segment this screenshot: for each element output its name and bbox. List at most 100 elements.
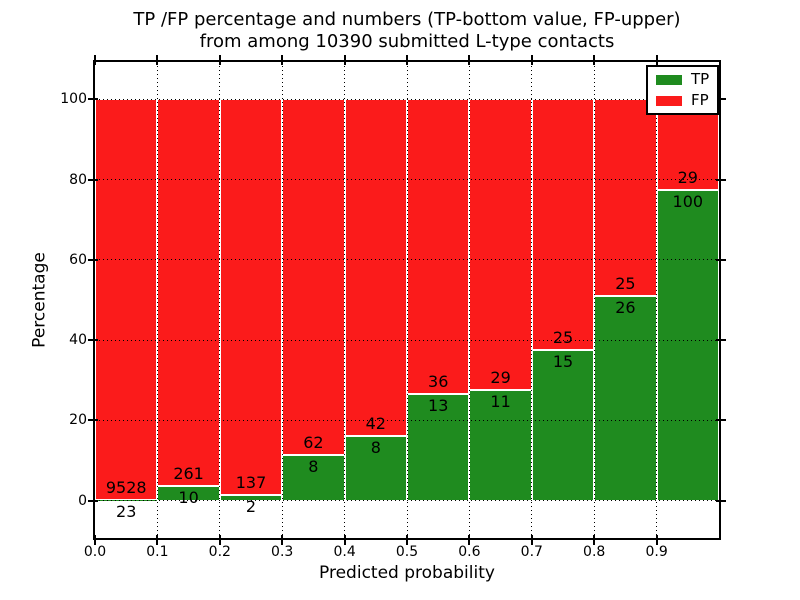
fp-count-label-0: 9528 [105, 477, 147, 497]
y-tick-label-0: 0 [78, 492, 87, 509]
fp-count-label-7: 25 [552, 328, 574, 348]
chart-title-line-2: from among 10390 submitted L-type contac… [199, 31, 615, 52]
legend-swatch-TP [656, 74, 682, 85]
tp-count-label-0: 23 [116, 501, 137, 521]
x-tick-bottom-0.4 [343, 535, 346, 545]
bar-segment-tp-5 [407, 394, 470, 501]
x-tick-label-0.4: 0.4 [333, 544, 356, 560]
x-tick-top-0.5 [406, 55, 408, 65]
x-tick-bottom-0.6 [468, 535, 471, 545]
y-tick-right-80 [716, 178, 726, 181]
bar-segment-tp-3 [282, 454, 345, 501]
v-gridline-0.4 [344, 62, 346, 538]
v-gridline-0.1 [156, 62, 158, 538]
y-tick-right-0 [716, 499, 726, 502]
bar-segment-tp-7 [531, 350, 595, 501]
x-tick-bottom-0.8 [593, 535, 596, 545]
legend-swatch-FP [656, 95, 682, 106]
x-tick-label-0.6: 0.6 [458, 544, 481, 560]
y-tick-left-80 [88, 178, 98, 181]
v-gridline-0.5 [406, 62, 408, 538]
tp-count-label-7: 15 [552, 352, 574, 372]
v-gridline-0.2 [219, 62, 221, 538]
bar-segment-fp-2 [219, 99, 283, 495]
tp-count-label-5: 13 [428, 396, 449, 416]
tp-count-label-3: 8 [308, 456, 319, 476]
legend: TP FP [646, 65, 720, 115]
legend-label-FP: FP [691, 91, 709, 109]
fp-count-label-9: 29 [677, 167, 698, 187]
x-tick-label-0.3: 0.3 [271, 544, 294, 560]
y-tick-right-100 [716, 98, 726, 101]
bar-segment-fp-8 [594, 99, 657, 297]
x-tick-bottom-0.0 [94, 535, 96, 545]
chart-title-line-1: TP /FP percentage and numbers (TP-bottom… [133, 9, 681, 30]
y-tick-label-40: 40 [69, 332, 87, 349]
x-tick-label-0.1: 0.1 [146, 544, 169, 560]
legend-label-TP: TP [691, 70, 710, 88]
x-tick-top-0.0 [94, 55, 96, 65]
tp-count-label-1: 10 [178, 487, 199, 507]
x-tick-label-0.9: 0.9 [645, 544, 668, 560]
y-tick-left-40 [88, 339, 98, 342]
x-tick-top-0.3 [281, 55, 284, 65]
bar-segment-fp-6 [469, 99, 532, 391]
v-gridline-0.9 [656, 62, 658, 538]
tp-count-label-9: 100 [672, 191, 704, 211]
bar-segment-fp-7 [531, 99, 595, 351]
y-tick-label-20: 20 [69, 412, 87, 429]
bar-segment-tp-8 [594, 296, 657, 501]
x-tick-top-0.4 [343, 55, 346, 65]
y-tick-right-20 [716, 419, 726, 422]
x-tick-bottom-0.7 [530, 535, 533, 545]
x-tick-label-0.5: 0.5 [395, 544, 419, 560]
plot-area: 9528 23 261 10 137 2 62 8 42 8 36 13 29 11 25 15 25 26 29 1… [88, 55, 726, 545]
y-tick-left-0 [88, 499, 98, 502]
x-tick-label-0.7: 0.7 [520, 544, 543, 560]
y-tick-right-60 [716, 258, 726, 261]
tp-count-label-6: 11 [490, 392, 511, 412]
x-axis-label: Predicted probability [319, 563, 495, 583]
bar-segment-tp-6 [469, 390, 532, 501]
tp-count-label-8: 26 [615, 298, 636, 318]
x-tick-label-0.0: 0.0 [83, 544, 107, 560]
x-tick-top-0.7 [530, 55, 533, 65]
y-tick-left-100 [88, 98, 98, 101]
fp-count-label-8: 25 [615, 274, 636, 294]
bar-segment-tp-9 [656, 189, 719, 501]
v-gridline-0.6 [468, 62, 470, 538]
fp-count-label-5: 36 [428, 372, 449, 392]
legend-item-FP: FP [656, 93, 709, 108]
fp-count-label-4: 42 [365, 414, 386, 434]
x-tick-bottom-0.2 [218, 535, 221, 545]
y-tick-left-20 [88, 419, 98, 422]
x-tick-bottom-0.9 [655, 535, 658, 545]
v-gridline-0.8 [593, 62, 595, 538]
bar-segment-tp-1 [157, 485, 220, 501]
fp-count-label-1: 261 [173, 463, 204, 483]
x-tick-top-0.8 [593, 55, 596, 65]
chart-title: TP /FP percentage and numbers (TP-bottom… [95, 9, 719, 53]
bar-segment-fp-4 [344, 99, 407, 437]
fp-count-label-2: 137 [235, 472, 267, 492]
bar-segment-fp-1 [157, 99, 220, 486]
bar-segment-fp-0 [95, 99, 158, 500]
x-tick-top-0.6 [468, 55, 471, 65]
y-tick-label-60: 60 [69, 251, 87, 268]
x-tick-top-0.9 [655, 55, 658, 65]
x-tick-top-0.2 [218, 55, 221, 65]
y-tick-label-100: 100 [60, 91, 87, 108]
v-gridline-0.7 [531, 62, 533, 538]
fp-count-label-6: 29 [490, 368, 511, 388]
x-tick-label-0.8: 0.8 [583, 544, 606, 560]
bar-segment-fp-3 [282, 99, 345, 455]
fp-count-label-3: 62 [303, 432, 324, 452]
v-gridline-0.3 [281, 62, 283, 538]
x-tick-bottom-0.1 [156, 535, 159, 545]
tp-count-label-4: 8 [370, 438, 381, 458]
x-tick-top-0.1 [156, 55, 159, 65]
bar-segment-tp-4 [344, 436, 407, 501]
bar-segment-fp-5 [407, 99, 470, 395]
x-tick-label-0.2: 0.2 [208, 544, 231, 560]
